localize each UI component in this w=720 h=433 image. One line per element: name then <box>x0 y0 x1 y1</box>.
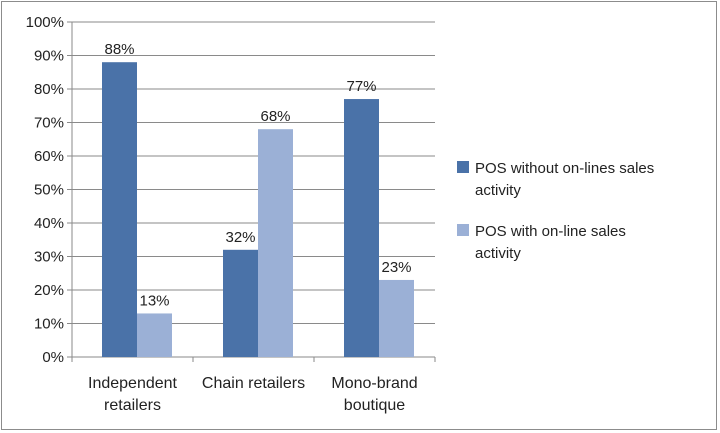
bar <box>223 249 258 357</box>
data-label: 68% <box>260 108 290 125</box>
x-tick-label: boutique <box>344 397 405 414</box>
y-tick-label: 100% <box>26 14 64 31</box>
y-tick-label: 90% <box>34 48 64 65</box>
bar <box>102 62 137 357</box>
data-label: 32% <box>225 229 255 246</box>
legend-label: activity <box>475 182 521 199</box>
legend-label: POS with on-line sales <box>475 223 626 240</box>
x-tick-label: Independent <box>88 375 178 392</box>
x-tick-label: Mono-brand <box>331 375 417 392</box>
data-label: 23% <box>381 259 411 276</box>
x-tick-label: retailers <box>104 397 161 414</box>
y-tick-label: 50% <box>34 182 64 199</box>
data-label: 77% <box>346 78 376 95</box>
bar <box>137 313 172 357</box>
x-tick-label: Chain retailers <box>202 375 305 392</box>
legend-label: activity <box>475 245 521 262</box>
y-tick-label: 20% <box>34 282 64 299</box>
legend-swatch <box>457 161 469 173</box>
data-label: 88% <box>104 41 134 58</box>
y-tick-label: 80% <box>34 81 64 98</box>
y-tick-label: 0% <box>42 349 64 366</box>
legend-swatch <box>457 224 469 236</box>
y-tick-label: 30% <box>34 249 64 266</box>
bar <box>258 129 293 357</box>
y-tick-label: 70% <box>34 115 64 132</box>
bar <box>379 279 414 357</box>
y-tick-label: 10% <box>34 316 64 333</box>
y-tick-label: 60% <box>34 148 64 165</box>
data-label: 13% <box>139 292 169 309</box>
legend-label: POS without on-lines sales <box>475 160 654 177</box>
bar <box>344 99 379 358</box>
y-tick-label: 40% <box>34 215 64 232</box>
